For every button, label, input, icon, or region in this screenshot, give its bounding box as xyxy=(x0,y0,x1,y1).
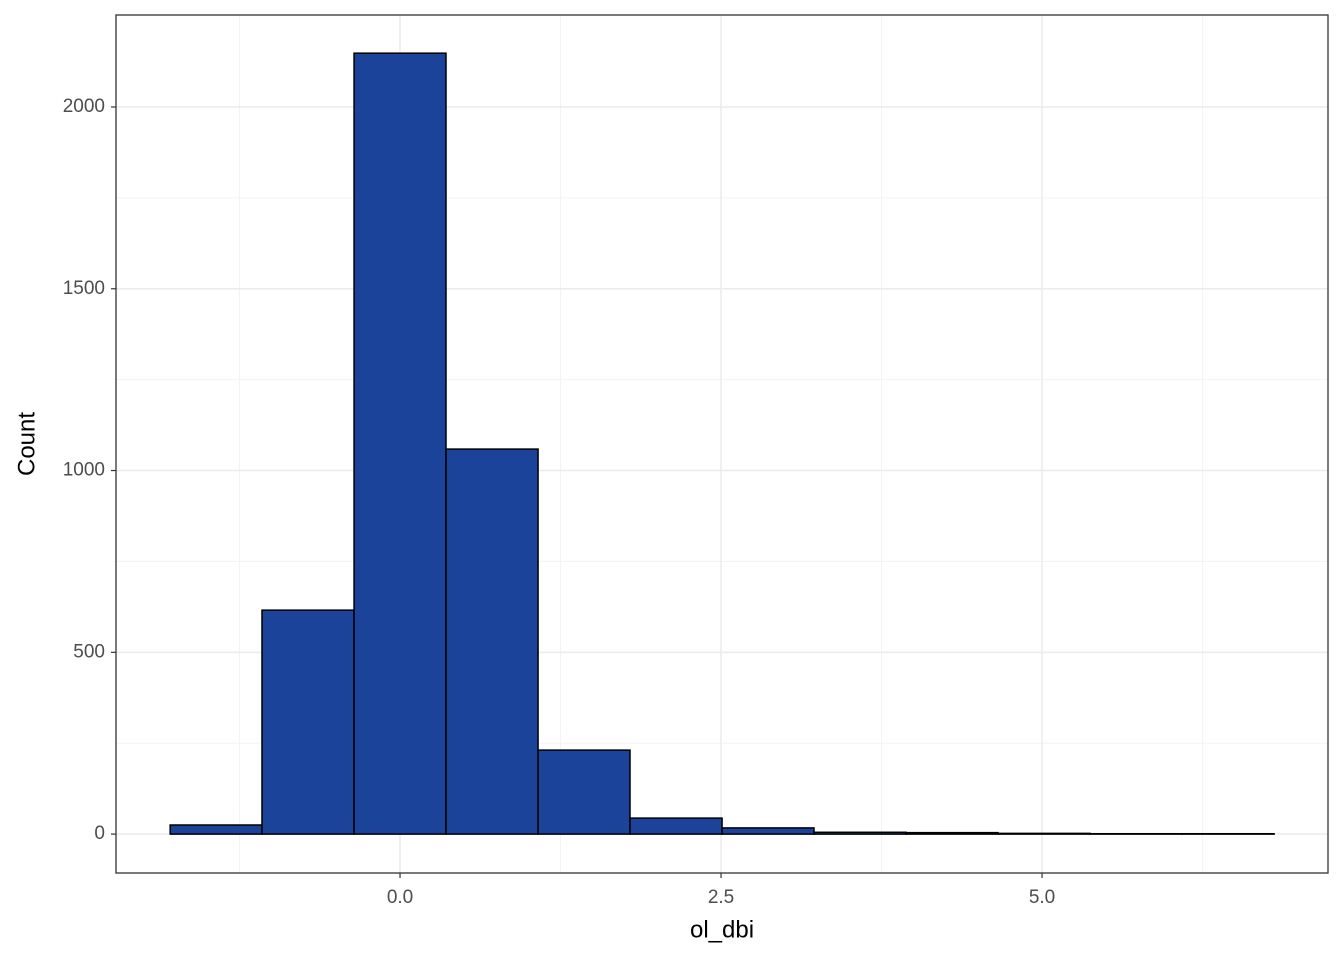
x-tick-label: 0.0 xyxy=(387,887,413,908)
bar xyxy=(813,831,907,835)
bar xyxy=(721,827,815,835)
y-axis-title: Count xyxy=(13,412,40,476)
plot-area xyxy=(116,15,1328,873)
y-tick-label: 500 xyxy=(73,641,105,662)
bar xyxy=(169,824,263,835)
y-tick-label: 2000 xyxy=(63,96,105,117)
y-tick-label: 1000 xyxy=(63,460,105,481)
panel-border xyxy=(115,14,1329,874)
y-tick-label: 0 xyxy=(94,823,105,844)
x-tick-label: 2.5 xyxy=(708,887,734,908)
y-tick-label: 1500 xyxy=(63,278,105,299)
bar xyxy=(905,831,999,835)
bar xyxy=(353,52,447,835)
x-tick-label: 5.0 xyxy=(1029,887,1055,908)
bar xyxy=(629,817,723,835)
bar xyxy=(261,609,355,835)
bar xyxy=(537,749,631,835)
bar xyxy=(997,832,1091,835)
x-axis-title: ol_dbi xyxy=(690,916,754,943)
bar xyxy=(445,448,539,835)
